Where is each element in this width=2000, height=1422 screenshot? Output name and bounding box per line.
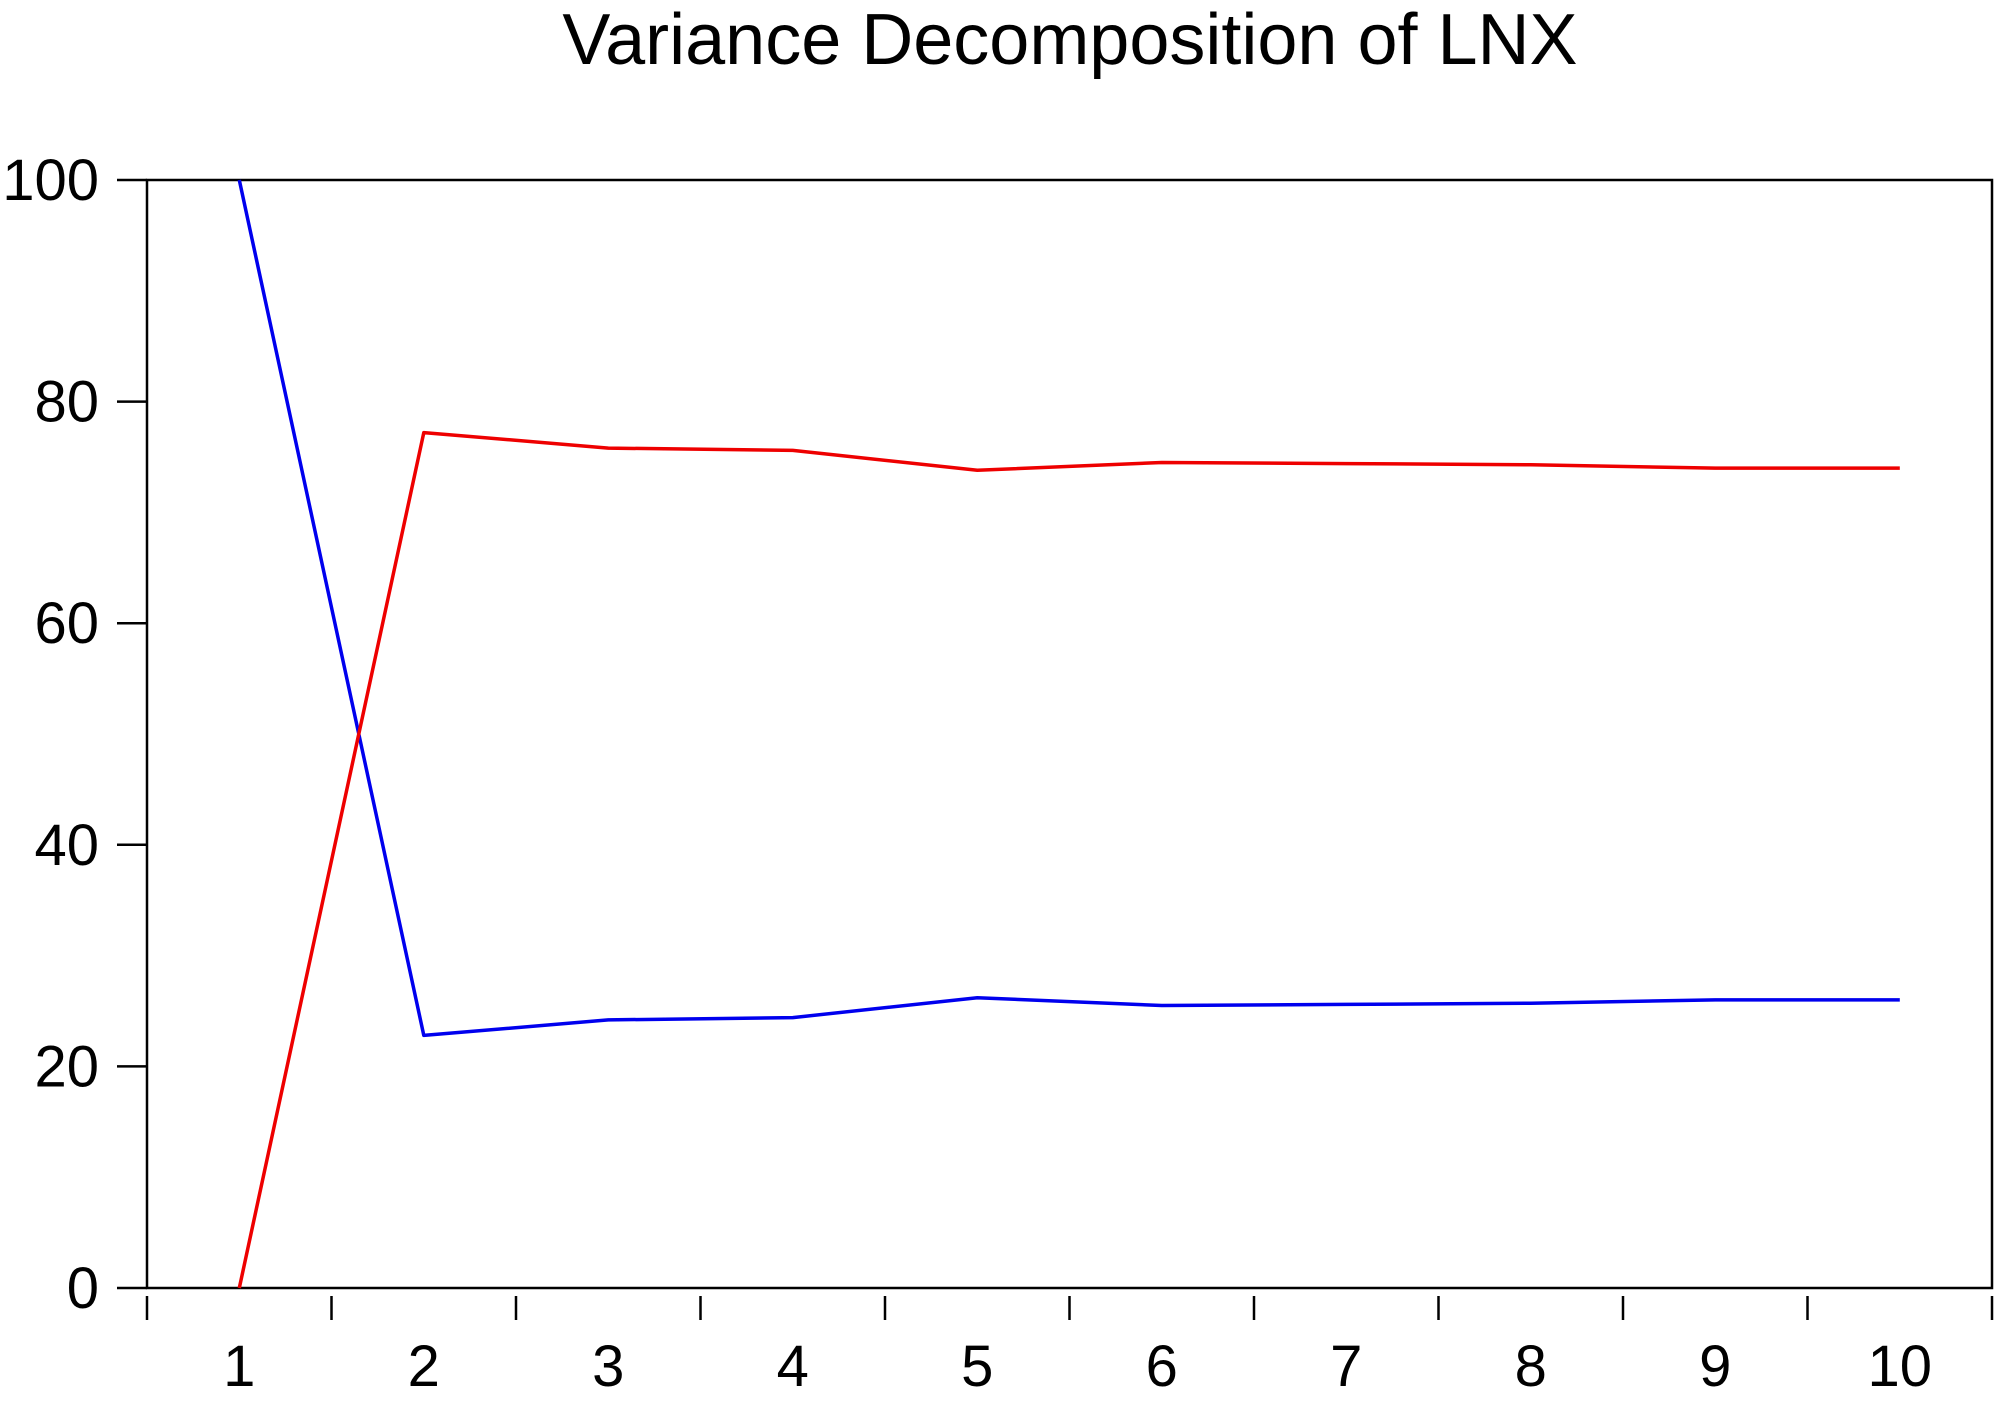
- x-tick-label: 1: [223, 1334, 255, 1399]
- y-tick-label: 40: [34, 813, 99, 878]
- x-tick-label: 10: [1867, 1334, 1932, 1399]
- x-tick-label: 7: [1330, 1334, 1362, 1399]
- y-tick-label: 100: [2, 148, 99, 213]
- x-tick-label: 8: [1515, 1334, 1547, 1399]
- y-tick-label: 20: [34, 1034, 99, 1099]
- x-tick-label: 4: [777, 1334, 809, 1399]
- x-tick-label: 3: [592, 1334, 624, 1399]
- x-tick-label: 2: [408, 1334, 440, 1399]
- x-tick-label: 9: [1699, 1334, 1731, 1399]
- y-tick-label: 80: [34, 370, 99, 435]
- x-tick-label: 6: [1146, 1334, 1178, 1399]
- chart-title: Variance Decomposition of LNX: [562, 0, 1577, 80]
- series-line-2: [237, 430, 1900, 1289]
- plot-frame: [145, 178, 1994, 1290]
- x-tick-label: 5: [961, 1334, 993, 1399]
- y-tick-label: 60: [34, 591, 99, 656]
- plot-area: 0 20 40 60 80 100 1 2 3 4 5 6 7 8 9 10: [2, 148, 1994, 1399]
- series-line-1: [237, 179, 1900, 1038]
- y-tick-label: 0: [67, 1256, 99, 1321]
